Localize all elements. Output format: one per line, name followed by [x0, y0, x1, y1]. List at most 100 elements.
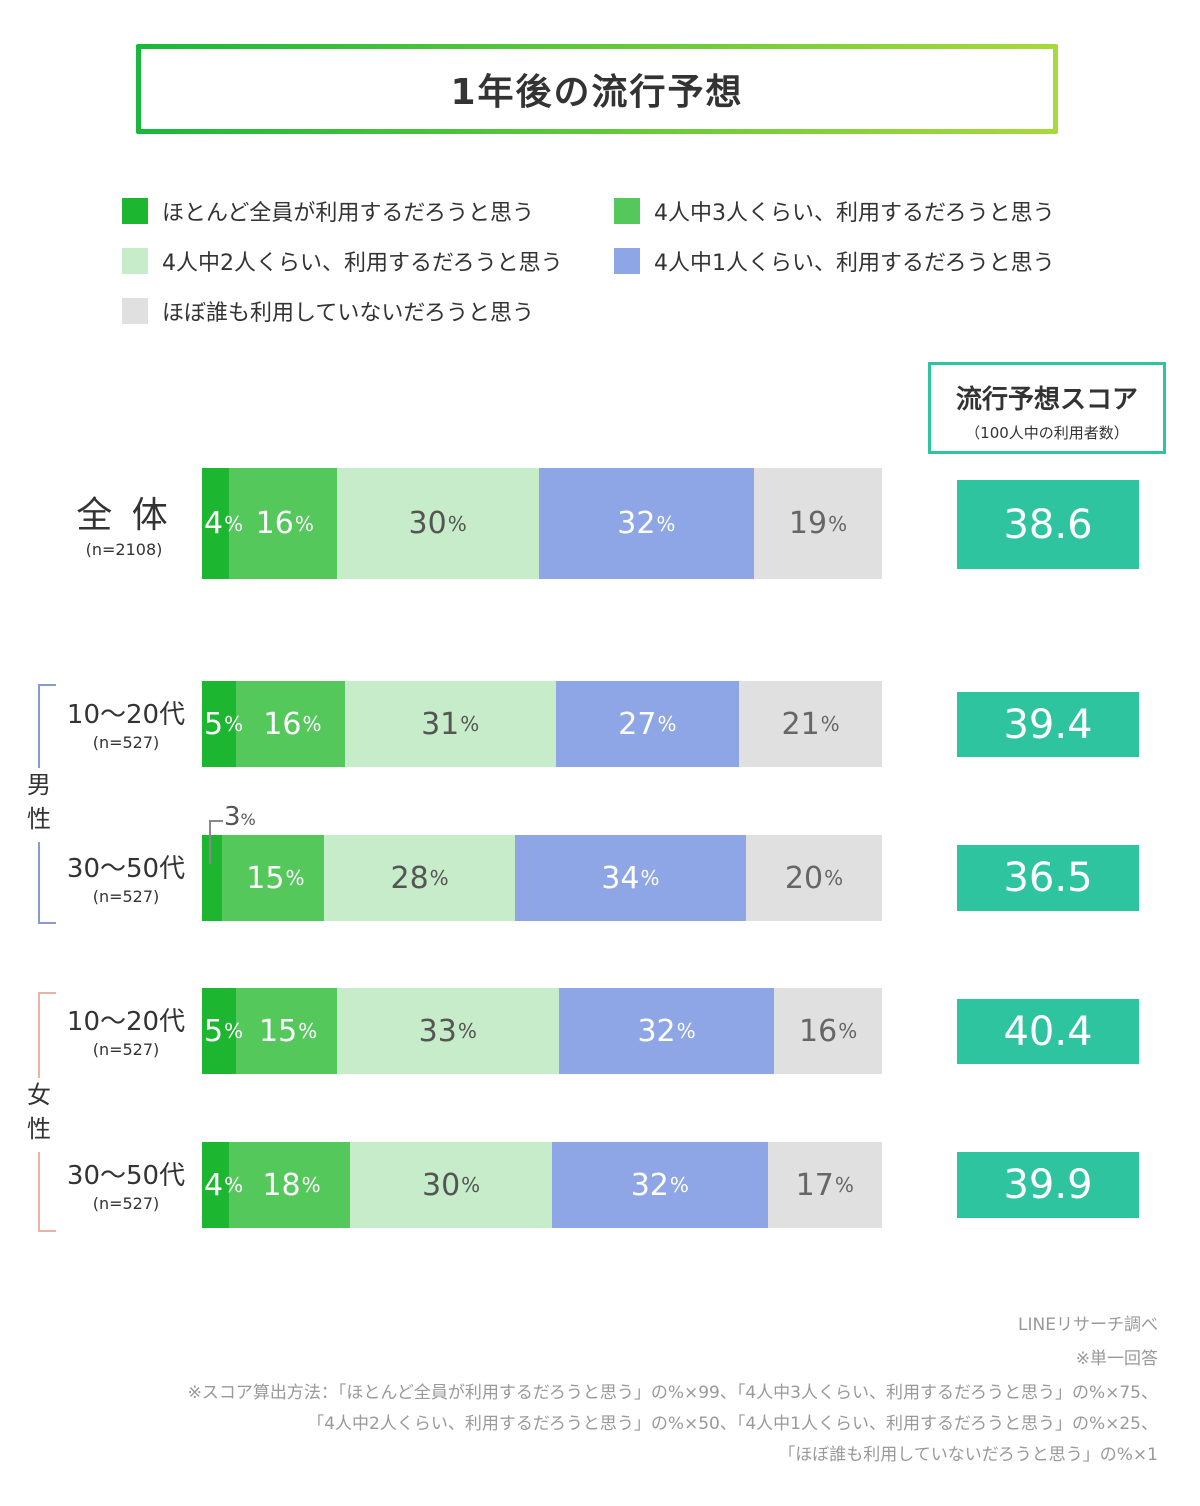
bar-value-label: 15%: [259, 1013, 318, 1049]
score-box: 39.9: [957, 1152, 1139, 1218]
method-note-3: 「ほぼ誰も利用していないだろうと思う」の%×1: [778, 1445, 1158, 1465]
bar-value-label: 20%: [784, 860, 844, 896]
bar-value-label: 5%: [204, 706, 244, 742]
bar-segment: [336, 988, 559, 1074]
male-label: 男性: [24, 768, 54, 842]
bar-segment: [344, 681, 556, 767]
legend-label: ほぼ誰も利用していないだろうと思う: [162, 301, 535, 326]
score-box: 40.4: [957, 999, 1139, 1064]
legend-swatch: [614, 248, 640, 274]
small-segment-callout: 3%: [224, 802, 256, 832]
source-note: LINEリサーチ調べ: [1018, 1315, 1158, 1335]
bar-segment: [767, 1142, 882, 1228]
method-note-1: ※スコア算出方法：「ほとんど全員が利用するだろうと思う」の%×99、「4人中3人…: [187, 1383, 1158, 1403]
legend-label: 4人中1人くらい、利用するだろうと思う: [654, 251, 1055, 276]
row-label: 30〜50代 (n=527): [56, 1155, 196, 1213]
legend-item: 4人中2人くらい、利用するだろうと思う: [122, 246, 563, 276]
row-label-n: (n=2108): [85, 539, 163, 559]
bar-row: 5% 15% 33% 32% 16%: [202, 988, 882, 1074]
bar-segment: [558, 988, 775, 1074]
bar-value-label: 33%: [418, 1013, 477, 1049]
bar-segment: [222, 835, 325, 921]
legend-swatch: [122, 298, 148, 324]
bar-value-label: 16%: [255, 506, 314, 541]
score-header-subtitle: （100人中の利用者数）: [965, 424, 1129, 442]
score-header: 流行予想スコア （100人中の利用者数）: [928, 362, 1166, 454]
bar-segment: [538, 468, 755, 579]
legend-swatch: [122, 248, 148, 274]
bar-value-label: 15%: [246, 860, 305, 896]
legend-item: 4人中3人くらい、利用するだろうと思う: [614, 196, 1055, 226]
bar-value-label: 5%: [204, 1013, 244, 1049]
row-label: 全 体 (n=2108): [54, 486, 194, 559]
bar-value-label: 31%: [421, 706, 480, 742]
bar-segment: [514, 835, 746, 921]
bar-segment: [350, 1142, 553, 1228]
chart-title: 1年後の流行予想: [450, 72, 744, 113]
bar-segment: [739, 681, 882, 767]
bar-segment: [228, 1142, 351, 1228]
bar-value-label: 27%: [618, 706, 677, 742]
female-label: 女性: [24, 1078, 54, 1152]
bar-segment: [552, 1142, 768, 1228]
legend-item: ほぼ誰も利用していないだろうと思う: [122, 296, 534, 326]
bar-value-label: 28%: [390, 860, 449, 896]
bar-segment: [202, 1142, 229, 1228]
bar-value-label: 19%: [788, 506, 848, 541]
method-note-2: 「4人中2人くらい、利用するだろうと思う」の%×50、「4人中1人くらい、利用す…: [307, 1414, 1158, 1434]
row-label-main: 10〜20代: [66, 1007, 186, 1037]
bar-segment: [202, 835, 223, 921]
row-label-n: (n=527): [92, 1194, 160, 1213]
bar-segment: [774, 988, 882, 1074]
bar-segment: [324, 835, 515, 921]
bar-value-label: 30%: [421, 1167, 481, 1203]
row-label-main: 10〜20代: [66, 700, 186, 730]
score-header-title: 流行予想スコア: [955, 385, 1138, 415]
row-label-n: (n=527): [92, 1040, 160, 1059]
legend-item: 4人中1人くらい、利用するだろうと思う: [614, 246, 1055, 276]
legend-label: ほとんど全員が利用するだろうと思う: [162, 201, 535, 226]
row-label: 10〜20代 (n=527): [56, 1001, 196, 1059]
bar-segment: [228, 468, 337, 579]
score-box: 38.6: [957, 480, 1139, 569]
bar-value-label: 4%: [204, 1167, 244, 1203]
bar-value-label: 30%: [408, 506, 467, 541]
single-answer-note: ※単一回答: [1075, 1349, 1158, 1369]
legend-swatch: [614, 198, 640, 224]
bar-value-label: 16%: [799, 1013, 858, 1049]
bar-row: 4% 18% 30% 32% 17%: [202, 1142, 882, 1228]
row-label-main: 全 体: [76, 494, 172, 536]
bar-segment: [202, 468, 229, 579]
bar-segment: [555, 681, 740, 767]
legend-swatch: [122, 198, 148, 224]
bar-row: 15% 28% 34% 20%: [202, 835, 882, 921]
bar-segment: [746, 835, 882, 921]
bar-value-label: 4%: [204, 506, 244, 541]
row-label-n: (n=527): [92, 887, 160, 906]
bar-value-label: 16%: [263, 706, 322, 742]
chart-title-box: 1年後の流行予想: [136, 44, 1058, 134]
bar-row: 5% 16% 31% 27% 21%: [202, 681, 882, 767]
legend-label: 4人中2人くらい、利用するだろうと思う: [162, 251, 563, 276]
bar-value-label: 32%: [630, 1167, 689, 1203]
bar-value-label: 21%: [781, 706, 840, 742]
bar-segment: [235, 988, 337, 1074]
bar-segment: [236, 681, 345, 767]
row-label-main: 30〜50代: [66, 854, 186, 884]
row-label: 30〜50代 (n=527): [56, 848, 196, 906]
bar-segment: [202, 681, 236, 767]
row-label: 10〜20代 (n=527): [56, 694, 196, 752]
bar-row: 4% 16% 30% 32% 19%: [202, 468, 882, 579]
bar-segment: [754, 468, 882, 579]
bar-value-label: 18%: [262, 1167, 321, 1203]
score-box: 39.4: [957, 692, 1139, 757]
legend-item: ほとんど全員が利用するだろうと思う: [122, 196, 534, 226]
score-box: 36.5: [957, 845, 1139, 911]
bar-value-label: 32%: [617, 506, 676, 541]
row-label-n: (n=527): [92, 733, 160, 752]
row-label-main: 30〜50代: [66, 1161, 186, 1191]
legend-label: 4人中3人くらい、利用するだろうと思う: [654, 201, 1055, 226]
bar-segment: [202, 988, 236, 1074]
callout-line: [209, 820, 223, 864]
bar-value-label: 34%: [601, 860, 660, 896]
